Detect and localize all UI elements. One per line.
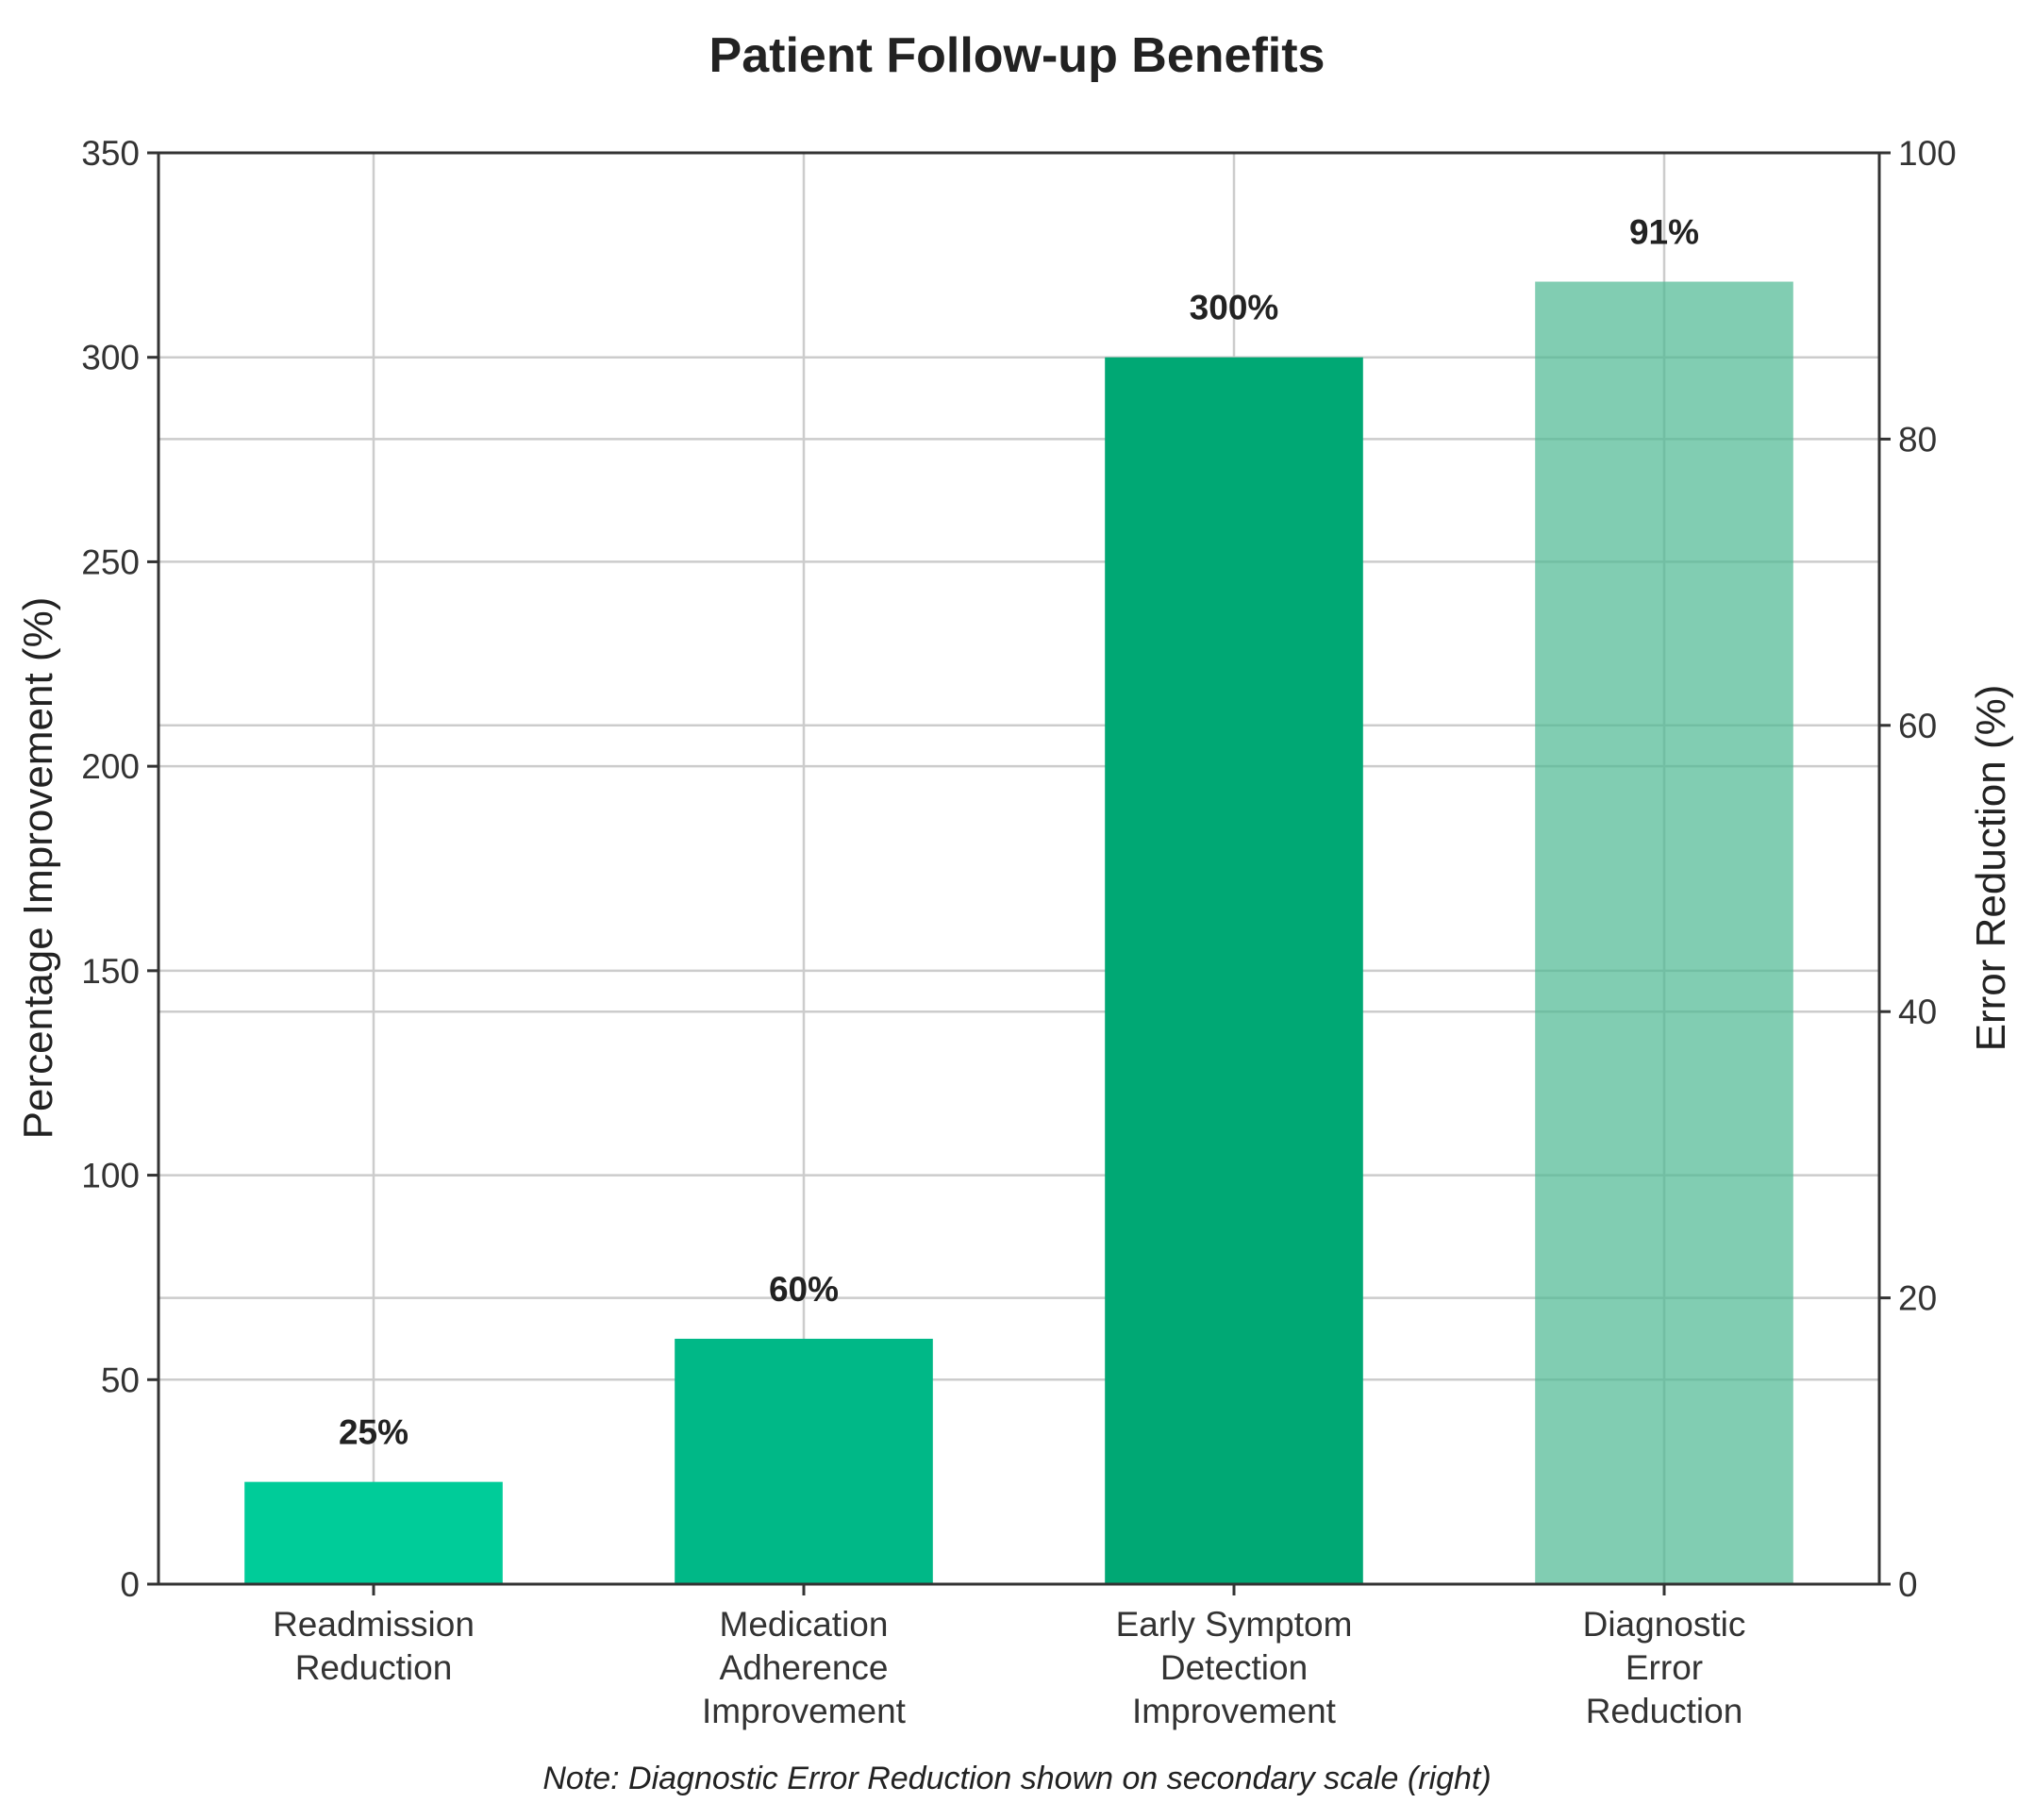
left-tick-label-1: 50: [101, 1361, 140, 1399]
value-labels-group: 25% 60% 300% 91%: [339, 213, 1699, 1452]
left-tick-label-7: 350: [81, 134, 140, 173]
category-label-0: Readmission Reduction: [273, 1605, 475, 1687]
left-tick-label-5: 250: [81, 543, 140, 581]
right-tick-label-0: 0: [1898, 1565, 1918, 1604]
value-label-2: 300%: [1190, 289, 1279, 327]
left-tick-label-2: 100: [81, 1157, 140, 1195]
left-axis-ticks: 0 50 100 150 200 250 300 350: [81, 134, 158, 1604]
value-label-3: 91%: [1629, 213, 1699, 252]
bar-2: [1105, 357, 1363, 1584]
category-label-3: Diagnostic Error Reduction: [1583, 1605, 1746, 1730]
right-tick-label-1: 20: [1898, 1279, 1937, 1318]
category-label-2: Early Symptom Detection Improvement: [1116, 1605, 1353, 1730]
category-label-1: Medication Adherence Improvement: [702, 1605, 907, 1730]
right-tick-label-4: 80: [1898, 420, 1937, 459]
value-label-0: 25%: [339, 1413, 408, 1452]
left-tick-label-0: 0: [120, 1565, 140, 1604]
value-label-1: 60%: [769, 1270, 839, 1309]
right-axis-ticks: 0 20 40 60 80 100: [1879, 134, 1957, 1604]
bar-1: [675, 1338, 933, 1584]
y-axis-label-left: Percentage Improvement (%): [15, 597, 61, 1140]
left-tick-label-3: 150: [81, 952, 140, 991]
bar-3: [1535, 281, 1793, 1584]
bars-group: [244, 281, 1793, 1584]
chart-title: Patient Follow-up Benefits: [709, 28, 1325, 83]
left-tick-label-4: 200: [81, 747, 140, 786]
category-labels-group: Readmission Reduction Medication Adherence I…: [273, 1584, 1745, 1730]
chart-note: Note: Diagnostic Error Reduction shown o…: [542, 1761, 1491, 1796]
left-tick-label-6: 300: [81, 339, 140, 377]
right-tick-label-5: 100: [1898, 134, 1957, 173]
bar-0: [244, 1481, 503, 1584]
right-tick-label-3: 60: [1898, 707, 1937, 745]
right-tick-label-2: 40: [1898, 993, 1937, 1031]
plot-frame: [157, 151, 1881, 1586]
y-axis-label-right: Error Reduction (%): [1968, 685, 2014, 1052]
